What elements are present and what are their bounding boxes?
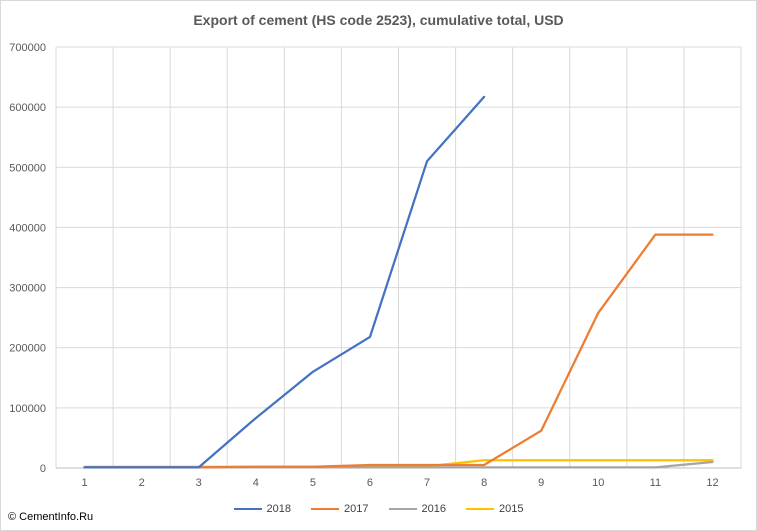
legend-swatch <box>233 508 262 510</box>
y-tick-label: 200000 <box>9 343 46 355</box>
legend-label: 2017 <box>344 503 369 515</box>
x-tick-label: 2 <box>139 477 145 489</box>
x-tick-label: 7 <box>424 477 430 489</box>
legend-label: 2015 <box>498 503 524 515</box>
y-tick-label: 100000 <box>9 403 46 415</box>
legend-item-2017: 2017 <box>311 503 369 515</box>
y-tick-label: 600000 <box>9 102 46 114</box>
x-tick-label: 9 <box>538 477 544 489</box>
chart-legend: 2018 2017 2016 2015 <box>0 503 757 515</box>
x-tick-label: 11 <box>650 477 661 489</box>
legend-swatch <box>465 508 494 510</box>
x-tick-label: 10 <box>592 477 604 489</box>
x-tick-label: 12 <box>706 477 718 489</box>
x-tick-label: 5 <box>310 477 316 489</box>
x-tick-label: 1 <box>81 477 87 489</box>
legend-item-2016: 2016 <box>388 503 446 515</box>
series-line-2018 <box>83 95 486 469</box>
y-tick-label: 700000 <box>9 42 46 54</box>
y-tick-label: 300000 <box>9 283 46 295</box>
line-chart: 0 100000 200000 300000 400000 500000 600000 700… <box>9 42 742 489</box>
watermark: © CementInfo.Ru <box>8 511 94 523</box>
chart-title: Export of cement (HS code 2523), cumulat… <box>193 12 564 28</box>
x-tick-label: 8 <box>481 477 487 489</box>
y-tick-label: 0 <box>40 463 46 475</box>
legend-item-2015: 2015 <box>465 503 524 515</box>
legend-item-2018: 2018 <box>233 503 292 515</box>
y-tick-label: 400000 <box>9 222 46 234</box>
legend-swatch <box>388 508 417 510</box>
y-tick-label: 500000 <box>9 162 46 174</box>
legend-label: 2016 <box>421 503 446 515</box>
legend-swatch <box>311 508 340 510</box>
legend-label: 2018 <box>266 503 292 515</box>
x-tick-label: 3 <box>196 477 202 489</box>
x-tick-label: 6 <box>367 477 373 489</box>
x-tick-label: 4 <box>253 477 259 489</box>
